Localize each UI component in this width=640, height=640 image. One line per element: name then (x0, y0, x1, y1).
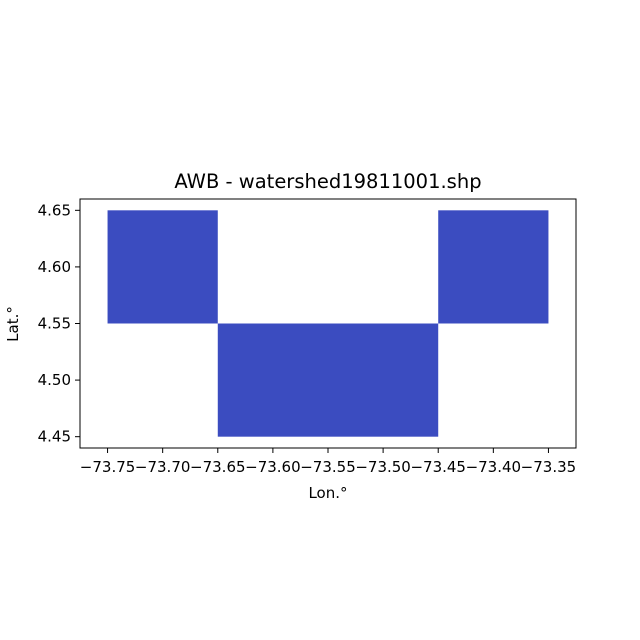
y-tick-label: 4.55 (38, 315, 71, 333)
y-tick-label: 4.50 (38, 371, 71, 389)
x-tick-label: −73.35 (521, 458, 577, 476)
x-tick-label: −73.50 (355, 458, 411, 476)
y-tick-label: 4.60 (38, 258, 71, 276)
watershed-cell-2 (217, 323, 439, 437)
watershed-cell-1 (107, 210, 218, 324)
x-tick-label: −73.40 (466, 458, 522, 476)
x-tick-label: −73.75 (80, 458, 136, 476)
x-axis-ticks: −73.75 −73.70 −73.65 −73.60 −73.55 −73.50 −73.… (80, 448, 576, 476)
x-tick-label: −73.65 (190, 458, 246, 476)
y-axis-ticks: 4.45 4.50 4.55 4.60 4.65 (38, 201, 80, 446)
plot-frame (79, 198, 577, 449)
x-tick-label: −73.70 (135, 458, 191, 476)
watershed-cell-3 (438, 210, 549, 324)
x-tick-label: −73.55 (300, 458, 356, 476)
y-axis-label: Lat.° (4, 306, 22, 342)
map-title: AWB - watershed19811001.shp (174, 170, 481, 193)
x-axis-label: Lon.° (308, 484, 347, 502)
x-tick-label: −73.60 (245, 458, 301, 476)
y-tick-label: 4.65 (38, 201, 71, 219)
x-tick-label: −73.45 (410, 458, 466, 476)
y-tick-label: 4.45 (38, 428, 71, 446)
watershed-polygons (107, 210, 549, 437)
